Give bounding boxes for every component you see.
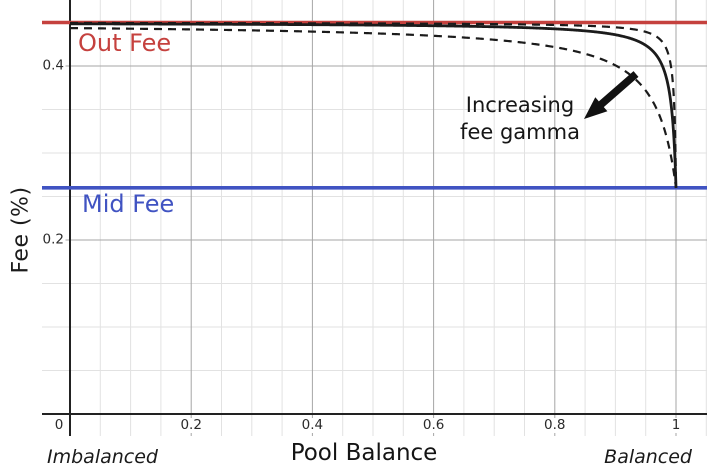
- x-tick-label-1: 1: [669, 417, 683, 433]
- mid-fee-label: Mid Fee: [82, 190, 175, 218]
- x-tick-label-0.6: 0.6: [420, 417, 447, 433]
- annotation-line-2: fee gamma: [460, 120, 580, 144]
- increasing-fee-gamma-arrow-icon: [584, 71, 639, 119]
- x-tick-label-0.2: 0.2: [178, 417, 204, 433]
- x-tick-label-0.4: 0.4: [299, 417, 326, 433]
- y-tick-label-0.2: 0.2: [40, 231, 66, 248]
- out-fee-label: Out Fee: [78, 29, 172, 57]
- x-tick-label-0: 0: [52, 417, 66, 433]
- fee-curve-dashed-lower: [69, 26, 678, 189]
- fee-gamma-annotation: Increasing fee gamma: [460, 92, 580, 146]
- fee-curve-solid: [69, 22, 678, 188]
- x-axis-left-end-label: Imbalanced: [47, 446, 158, 468]
- y-axis-title: Fee (%): [8, 186, 34, 274]
- x-tick-label-0.8: 0.8: [542, 417, 568, 433]
- x-axis-right-end-label: Balanced: [604, 446, 692, 468]
- x-axis-title: Pool Balance: [290, 440, 438, 466]
- annotation-line-1: Increasing: [465, 93, 575, 117]
- y-tick-label-0.4: 0.4: [40, 57, 66, 74]
